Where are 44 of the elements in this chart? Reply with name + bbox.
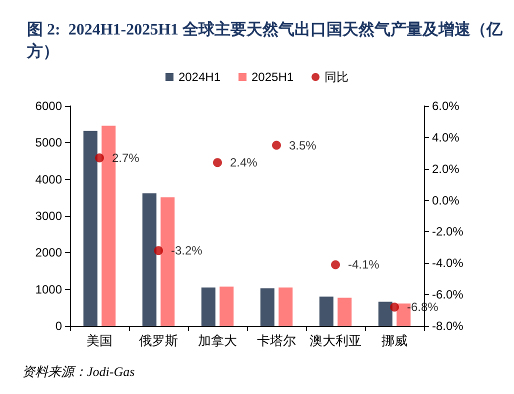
- x-tick-label: 澳大利亚: [310, 333, 362, 348]
- y2-tick-label: -6.0%: [432, 288, 464, 302]
- y-tick-label: 1000: [35, 282, 62, 296]
- y-tick-label: 5000: [35, 136, 62, 150]
- bar: [201, 288, 216, 326]
- y-tick-label: 4000: [35, 172, 62, 186]
- y-tick-label: 2000: [35, 246, 62, 260]
- point: [390, 302, 399, 312]
- legend-label: 2024H1: [178, 70, 221, 84]
- point: [95, 153, 104, 162]
- bar: [83, 130, 98, 326]
- legend-label: 2025H1: [252, 70, 294, 84]
- bar: [220, 286, 234, 326]
- y-tick-label: 6000: [35, 99, 62, 113]
- y2-tick-label: -4.0%: [432, 256, 464, 270]
- bar: [142, 193, 156, 326]
- y-tick-label: 0: [55, 319, 62, 333]
- data-label: 2.4%: [230, 156, 258, 170]
- bar: [319, 296, 334, 326]
- data-label: -4.1%: [348, 258, 380, 272]
- point: [154, 246, 163, 256]
- y2-tick-label: 0.0%: [432, 193, 460, 208]
- y2-tick-label: 2.0%: [432, 162, 460, 176]
- chart-title: 图 2: 2024H1-2025H1 全球主要天然气出口国天然气产量及增速（亿方）: [26, 20, 504, 60]
- point: [213, 158, 222, 168]
- bar: [378, 302, 392, 326]
- y2-tick-label: -8.0%: [432, 319, 464, 333]
- bar: [338, 298, 352, 326]
- x-tick-label: 挪威: [382, 333, 408, 348]
- x-tick-label: 俄罗斯: [139, 333, 178, 348]
- legend-label: 同比: [324, 70, 349, 84]
- y2-tick-label: -2.0%: [432, 224, 464, 239]
- bar: [260, 288, 274, 326]
- point: [331, 260, 340, 270]
- y2-tick-label: 6.0%: [432, 99, 460, 113]
- bar: [278, 288, 293, 326]
- point: [272, 140, 281, 150]
- y2-tick-label: 4.0%: [432, 130, 460, 144]
- x-tick-label: 美国: [86, 333, 112, 348]
- text: 资料来源：Jodi-Gas: [22, 364, 135, 379]
- data-label: 3.5%: [289, 138, 317, 152]
- x-tick-label: 卡塔尔: [257, 333, 296, 348]
- y-tick-label: 3000: [35, 209, 62, 223]
- x-tick-label: 加拿大: [198, 333, 237, 348]
